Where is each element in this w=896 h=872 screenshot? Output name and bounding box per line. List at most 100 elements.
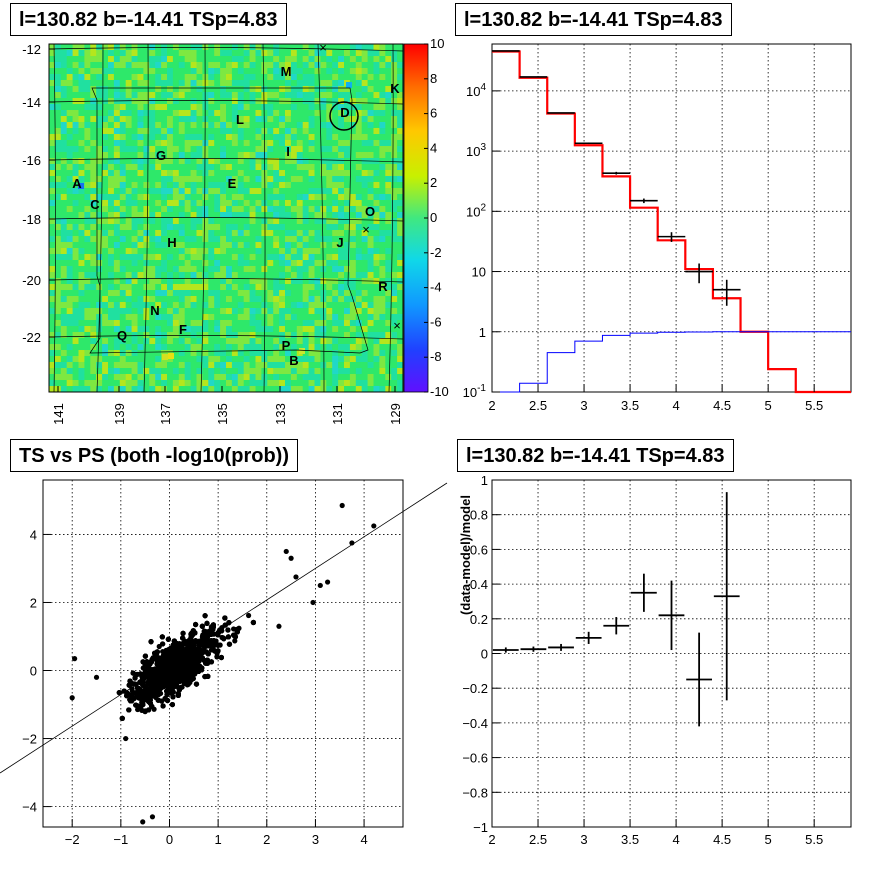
heat-cell bbox=[326, 350, 333, 357]
heat-cell bbox=[196, 236, 203, 243]
heat-cell bbox=[279, 314, 286, 321]
heat-cell bbox=[167, 242, 174, 249]
heat-cell bbox=[113, 296, 121, 303]
heat-cell bbox=[314, 206, 321, 213]
heat-cell bbox=[178, 380, 186, 387]
heat-cell bbox=[231, 68, 239, 75]
heat-cell bbox=[54, 248, 62, 255]
heat-cell bbox=[202, 194, 209, 201]
heat-cell bbox=[296, 74, 304, 81]
heat-cell bbox=[231, 212, 239, 219]
heat-cell bbox=[149, 362, 156, 369]
heat-cell bbox=[96, 56, 103, 63]
heat-cell bbox=[308, 272, 315, 279]
heat-cell bbox=[385, 152, 392, 159]
heat-cell bbox=[237, 158, 245, 165]
heat-cell bbox=[202, 386, 209, 393]
heat-cell bbox=[84, 380, 91, 387]
heat-cell bbox=[119, 362, 127, 369]
heat-cell bbox=[208, 164, 215, 171]
heat-cell bbox=[326, 182, 333, 189]
heat-cell bbox=[90, 260, 97, 267]
heat-cell bbox=[237, 56, 245, 63]
heat-cell bbox=[261, 278, 268, 285]
heat-cell bbox=[320, 206, 327, 213]
heat-cell bbox=[308, 296, 315, 303]
heat-cell bbox=[255, 278, 262, 285]
heat-cell bbox=[167, 182, 174, 189]
heat-cell bbox=[155, 188, 162, 195]
heat-cell bbox=[155, 98, 162, 105]
heat-cell bbox=[273, 320, 280, 327]
heat-cell bbox=[78, 74, 85, 81]
heat-cell bbox=[255, 110, 262, 117]
heat-cell bbox=[113, 62, 121, 69]
heat-cell bbox=[344, 44, 351, 51]
heat-cell bbox=[72, 296, 79, 303]
heat-cell bbox=[355, 326, 363, 333]
heat-cell bbox=[66, 266, 73, 273]
heat-cell bbox=[285, 344, 292, 351]
heat-cell bbox=[149, 344, 156, 351]
heat-cell bbox=[172, 260, 180, 267]
heat-cell bbox=[344, 230, 351, 237]
heat-cell bbox=[66, 44, 73, 51]
heat-cell bbox=[72, 374, 79, 381]
heat-cell bbox=[391, 314, 398, 321]
heat-cell bbox=[149, 68, 156, 75]
heat-cell bbox=[155, 278, 162, 285]
heat-cell bbox=[72, 134, 79, 141]
heat-cell bbox=[172, 182, 180, 189]
heat-cell bbox=[49, 338, 56, 345]
heat-cell bbox=[155, 152, 162, 159]
heat-cell bbox=[308, 266, 315, 273]
heat-cell bbox=[49, 68, 56, 75]
heat-cell bbox=[261, 194, 268, 201]
heat-cell bbox=[255, 272, 262, 279]
heat-cell bbox=[196, 230, 203, 237]
heat-cell bbox=[202, 236, 209, 243]
heat-cell bbox=[279, 158, 286, 165]
heat-cell bbox=[220, 284, 227, 291]
heat-cell bbox=[125, 80, 132, 87]
heat-cell bbox=[178, 140, 186, 147]
heat-cell bbox=[367, 296, 374, 303]
heat-cell bbox=[66, 80, 73, 87]
source-label: A bbox=[72, 176, 82, 191]
heat-cell bbox=[344, 380, 351, 387]
heat-cell bbox=[84, 56, 91, 63]
heat-cell bbox=[379, 182, 386, 189]
heat-cell bbox=[373, 212, 380, 219]
heat-cell bbox=[49, 302, 56, 309]
heat-cell bbox=[320, 140, 327, 147]
heat-cell bbox=[261, 380, 268, 387]
heat-cell bbox=[137, 116, 144, 123]
heat-cell bbox=[84, 344, 91, 351]
heat-cell bbox=[214, 56, 221, 63]
heat-cell bbox=[149, 122, 156, 129]
heat-cell bbox=[355, 74, 363, 81]
heat-cell bbox=[391, 386, 398, 393]
heat-cell bbox=[78, 110, 85, 117]
heat-cell bbox=[90, 320, 97, 327]
heat-cell bbox=[308, 344, 315, 351]
heat-cell bbox=[96, 182, 103, 189]
heat-cell bbox=[108, 164, 115, 171]
heat-cell bbox=[296, 92, 304, 99]
spectrum-y-tick: 104 bbox=[466, 82, 486, 99]
heat-cell bbox=[373, 254, 380, 261]
heat-cell bbox=[332, 56, 339, 63]
heat-cell bbox=[332, 80, 339, 87]
heat-cell bbox=[255, 44, 262, 51]
heat-cell bbox=[84, 182, 91, 189]
heat-cell bbox=[267, 152, 274, 159]
heat-cell bbox=[344, 296, 351, 303]
heat-cell bbox=[243, 338, 250, 345]
heat-cell bbox=[226, 314, 233, 321]
heat-cell bbox=[66, 254, 73, 261]
heat-cell bbox=[220, 128, 227, 135]
heat-cell bbox=[155, 338, 162, 345]
heat-cell bbox=[332, 116, 339, 123]
heat-cell bbox=[96, 242, 103, 249]
heat-cell bbox=[125, 314, 132, 321]
